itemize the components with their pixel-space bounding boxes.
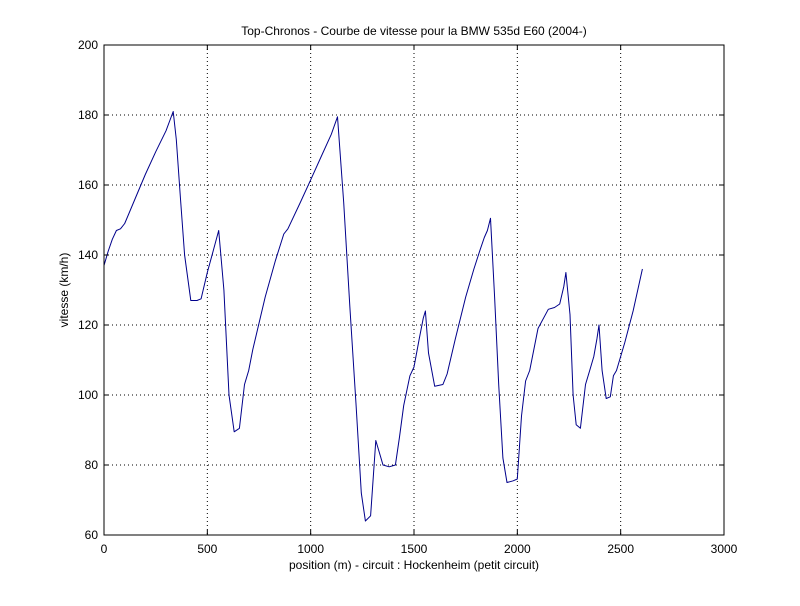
y-tick-label: 60 [85, 528, 99, 542]
grid-lines [104, 45, 724, 535]
x-tick-label: 1500 [401, 542, 428, 556]
x-tick-label: 1000 [297, 542, 324, 556]
x-tick-label: 500 [197, 542, 217, 556]
y-tick-label: 160 [78, 178, 98, 192]
x-axis-label: position (m) - circuit : Hockenheim (pet… [289, 558, 539, 572]
series-layer [103, 111, 643, 522]
y-tick-label: 180 [78, 108, 98, 122]
speed-series-line [103, 111, 643, 522]
y-axis-label: vitesse (km/h) [57, 253, 71, 328]
y-tick-label: 80 [85, 458, 99, 472]
chart-title: Top-Chronos - Courbe de vitesse pour la … [241, 24, 587, 38]
x-tick-label: 0 [101, 542, 108, 556]
y-tick-label: 140 [78, 248, 98, 262]
axis-ticks: 0 500 1000 1500 2000 2500 3000 60 80 100 120 140 160… [78, 38, 738, 556]
y-tick-label: 120 [78, 318, 98, 332]
y-tick-label: 200 [78, 38, 98, 52]
x-tick-label: 2500 [607, 542, 634, 556]
y-tick-label: 100 [78, 388, 98, 402]
x-tick-label: 3000 [711, 542, 738, 556]
x-tick-label: 2000 [504, 542, 531, 556]
